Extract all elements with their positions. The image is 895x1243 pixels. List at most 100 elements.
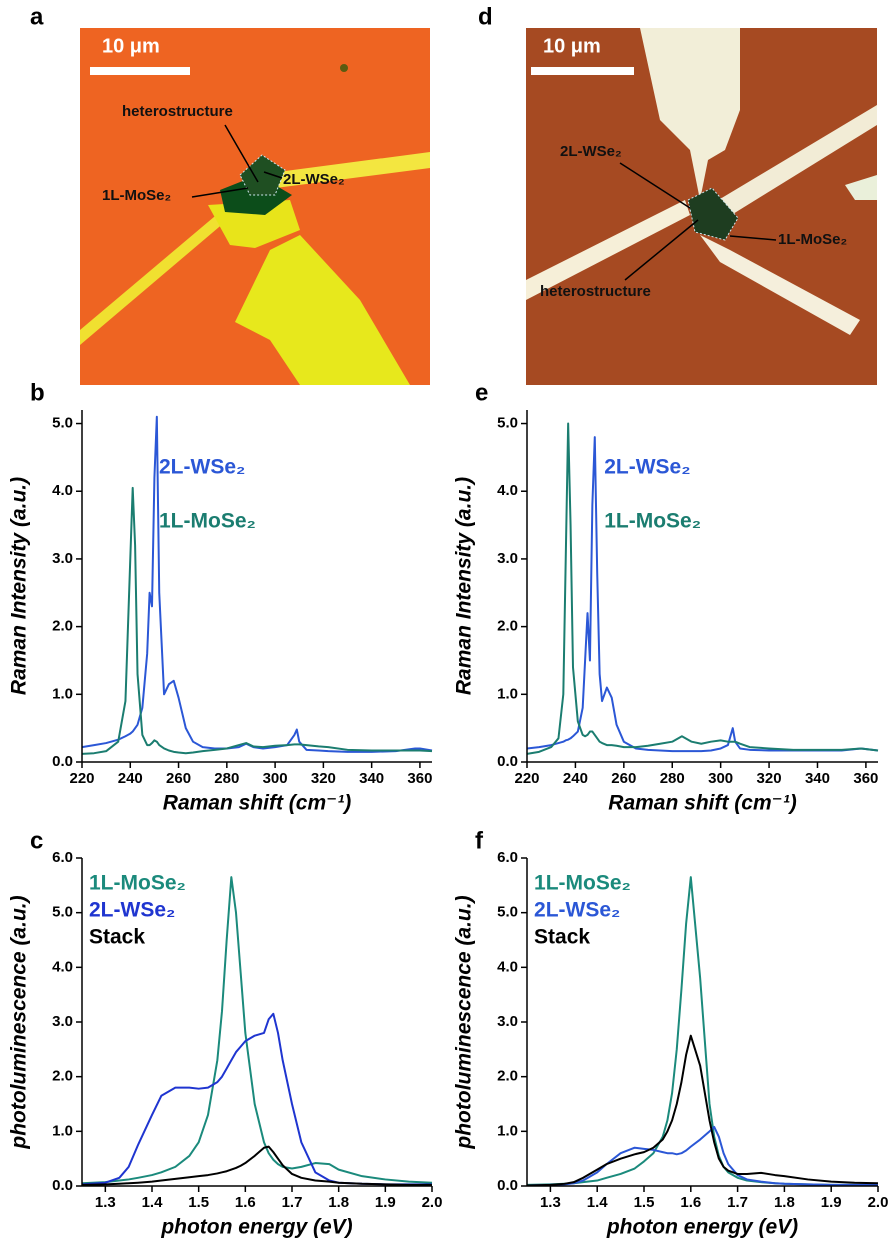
y-tick-label: 2.0 <box>497 1068 518 1085</box>
panel-letter: c <box>30 827 43 854</box>
series-line <box>81 1012 432 1186</box>
x-tick-label: 320 <box>757 770 782 787</box>
y-tick-label: 0.0 <box>52 753 73 770</box>
x-tick-label: 220 <box>514 770 539 787</box>
x-tick-label: 340 <box>805 770 830 787</box>
legend-entry: Stack <box>534 926 590 949</box>
x-tick-label: 1.5 <box>188 1194 209 1211</box>
legend-entry: 1L-MoSe₂ <box>604 510 701 533</box>
x-axis-label: Raman shift (cm⁻¹) <box>608 792 796 815</box>
scale-bar-label: 10 μm <box>102 35 160 57</box>
x-tick-label: 1.6 <box>235 1194 256 1211</box>
panel-letter: f <box>475 827 484 854</box>
scale-bar-label: 10 μm <box>543 35 601 57</box>
y-tick-label: 2.0 <box>52 618 73 635</box>
x-tick-label: 1.7 <box>282 1194 303 1211</box>
y-tick-label: 1.0 <box>52 685 73 702</box>
x-tick-label: 1.4 <box>587 1194 609 1211</box>
y-axis-label: photoluminescence (a.u.) <box>8 895 31 1149</box>
x-tick-label: 1.3 <box>95 1194 116 1211</box>
y-tick-label: 5.0 <box>497 415 518 432</box>
x-tick-label: 1.5 <box>634 1194 655 1211</box>
legend-entry: 1L-MoSe₂ <box>534 872 631 895</box>
micrograph-a: 10 μm heterostructure 1L-MoSe₂ 2L-WSe₂ <box>80 28 430 385</box>
panel-letter: b <box>30 379 45 406</box>
legend-entry: Stack <box>89 926 145 949</box>
legend-entry: 1L-MoSe₂ <box>159 510 256 533</box>
series-line <box>81 415 433 753</box>
x-tick-label: 2.0 <box>422 1194 443 1211</box>
series-line <box>526 422 879 755</box>
y-tick-label: 6.0 <box>497 849 518 866</box>
y-tick-label: 1.0 <box>497 685 518 702</box>
image-label: 1L-MoSe₂ <box>102 187 171 204</box>
y-tick-label: 4.0 <box>497 482 518 499</box>
y-tick-label: 3.0 <box>497 1013 518 1030</box>
y-tick-label: 2.0 <box>497 618 518 635</box>
series-line <box>526 436 879 753</box>
y-tick-label: 5.0 <box>497 904 518 921</box>
legend-entry: 2L-WSe₂ <box>89 899 175 922</box>
x-tick-label: 240 <box>118 770 143 787</box>
y-tick-label: 0.0 <box>52 1177 73 1194</box>
y-tick-label: 1.0 <box>52 1122 73 1139</box>
image-label: heterostructure <box>540 283 651 300</box>
panel-letter: d <box>478 3 493 30</box>
x-tick-label: 1.9 <box>821 1194 842 1211</box>
x-tick-label: 220 <box>69 770 94 787</box>
y-tick-label: 3.0 <box>52 1013 73 1030</box>
x-tick-label: 1.8 <box>328 1194 349 1211</box>
x-tick-label: 1.4 <box>142 1194 164 1211</box>
y-tick-label: 1.0 <box>497 1122 518 1139</box>
series-line <box>526 1125 878 1187</box>
x-tick-label: 360 <box>407 770 432 787</box>
y-tick-label: 4.0 <box>52 958 73 975</box>
x-axis-label: photon energy (eV) <box>160 1216 352 1239</box>
x-tick-label: 300 <box>708 770 733 787</box>
image-label: 2L-WSe₂ <box>560 143 622 160</box>
y-tick-label: 5.0 <box>52 904 73 921</box>
y-tick-label: 0.0 <box>497 1177 518 1194</box>
x-tick-label: 1.3 <box>540 1194 561 1211</box>
y-tick-label: 6.0 <box>52 849 73 866</box>
y-tick-label: 3.0 <box>52 550 73 567</box>
x-tick-label: 240 <box>563 770 588 787</box>
x-tick-label: 280 <box>660 770 685 787</box>
y-tick-label: 0.0 <box>497 753 518 770</box>
image-label: 2L-WSe₂ <box>283 171 345 188</box>
legend-entry: 2L-WSe₂ <box>604 456 690 479</box>
micrograph-d: 10 μm 2L-WSe₂ 1L-MoSe₂ heterostructure <box>526 28 877 385</box>
x-axis-label: photon energy (eV) <box>606 1216 798 1239</box>
x-tick-label: 1.7 <box>727 1194 748 1211</box>
y-axis-label: Raman Intensity (a.u.) <box>8 477 31 695</box>
x-tick-label: 1.6 <box>680 1194 701 1211</box>
panel-letter: a <box>30 3 44 30</box>
x-tick-label: 1.9 <box>375 1194 396 1211</box>
y-tick-label: 2.0 <box>52 1068 73 1085</box>
y-tick-label: 5.0 <box>52 415 73 432</box>
x-axis-label: Raman shift (cm⁻¹) <box>163 792 351 815</box>
x-tick-label: 300 <box>263 770 288 787</box>
legend-entry: 1L-MoSe₂ <box>89 872 186 895</box>
y-tick-label: 4.0 <box>52 482 73 499</box>
x-tick-label: 260 <box>166 770 191 787</box>
panel-letter: e <box>475 379 488 406</box>
series-line <box>526 1034 879 1187</box>
image-label: heterostructure <box>122 103 233 120</box>
x-tick-label: 2.0 <box>868 1194 889 1211</box>
x-tick-label: 280 <box>214 770 239 787</box>
series-line <box>81 876 433 1185</box>
y-axis-label: Raman Intensity (a.u.) <box>453 477 476 695</box>
y-axis-label: photoluminescence (a.u.) <box>453 895 476 1149</box>
y-tick-label: 4.0 <box>497 958 518 975</box>
image-label: 1L-MoSe₂ <box>778 231 847 248</box>
x-tick-label: 340 <box>359 770 384 787</box>
x-tick-label: 1.8 <box>774 1194 795 1211</box>
legend-entry: 2L-WSe₂ <box>534 899 620 922</box>
x-tick-label: 360 <box>853 770 878 787</box>
legend-entry: 2L-WSe₂ <box>159 456 245 479</box>
x-tick-label: 320 <box>311 770 336 787</box>
y-tick-label: 3.0 <box>497 550 518 567</box>
x-tick-label: 260 <box>611 770 636 787</box>
